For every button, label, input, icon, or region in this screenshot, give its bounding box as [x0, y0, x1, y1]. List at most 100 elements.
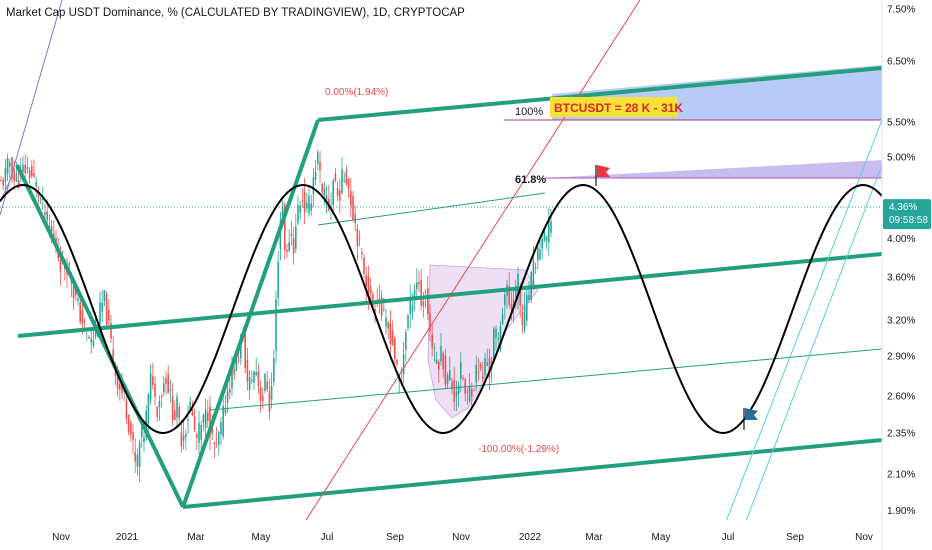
candle-body-90: [198, 423, 200, 443]
candle-body-248: [545, 236, 548, 241]
candle-body-74: [163, 383, 165, 393]
candle-body-139: [306, 202, 308, 209]
candle-body-1: [2, 180, 4, 186]
candle-body-108: [237, 358, 240, 360]
candle-body-11: [24, 164, 26, 174]
candle-body-71: [156, 406, 158, 417]
candle-body-46: [101, 302, 103, 312]
x-tick-7: 2022: [519, 532, 542, 543]
candle-body-237: [521, 312, 524, 325]
candle-body-40: [88, 336, 90, 338]
candle-body-133: [292, 238, 295, 254]
candle-body-21: [46, 211, 48, 221]
candle-body-47: [103, 290, 106, 301]
channel-inner-upper: [317, 192, 546, 226]
candle-body-127: [279, 220, 282, 249]
candle-body-165: [363, 258, 365, 274]
x-tick-12: Nov: [855, 532, 873, 543]
candle-body-177: [389, 323, 392, 344]
target-label-box: [550, 97, 677, 117]
x-tick-2: Mar: [187, 532, 205, 543]
candle-body-185: [407, 315, 409, 328]
candle-body-37: [81, 309, 84, 324]
candle-body-75: [165, 378, 167, 385]
candle-body-199: [438, 361, 440, 370]
candle-body-247: [543, 231, 546, 241]
candle-body-20: [44, 212, 46, 215]
candle-body-205: [451, 381, 453, 389]
candle-body-55: [121, 382, 123, 394]
price-tag-box[interactable]: [883, 199, 931, 230]
candle-body-168: [369, 286, 372, 294]
candle-body-2: [4, 167, 7, 182]
candle-body-183: [402, 354, 405, 375]
candle-body-94: [207, 412, 209, 421]
candle-body-145: [319, 161, 321, 171]
candle-body-244: [537, 247, 539, 261]
candle-body-224: [493, 328, 495, 362]
candle-body-49: [108, 309, 110, 321]
candle-body-83: [182, 435, 185, 441]
x-tick-5: Sep: [386, 532, 404, 543]
candle-body-63: [138, 442, 141, 468]
candle-body-65: [143, 437, 145, 443]
candle-body-6: [13, 169, 15, 181]
x-tick-3: May: [252, 532, 271, 543]
candle-body-80: [176, 396, 178, 418]
candle-body-61: [134, 452, 136, 462]
candles-layer: [0, 149, 552, 482]
candle-body-140: [308, 195, 310, 214]
candle-body-81: [178, 406, 180, 419]
candle-body-38: [83, 320, 86, 322]
candle-body-176: [387, 322, 389, 329]
candle-body-103: [226, 391, 229, 403]
candle-body-191: [420, 280, 422, 307]
candle-body-27: [59, 259, 62, 272]
candle-body-18: [39, 197, 42, 200]
candle-body-212: [466, 391, 469, 393]
x-tick-9: May: [652, 532, 671, 543]
candle-body-229: [504, 294, 506, 306]
candle-body-76: [167, 374, 169, 394]
candle-body-95: [209, 406, 211, 437]
candle-body-13: [28, 170, 31, 179]
candle-body-64: [141, 426, 143, 437]
candle-body-144: [317, 152, 319, 165]
candle-body-68: [149, 373, 152, 400]
candle-body-112: [246, 359, 249, 382]
fib-618-zone: [545, 160, 882, 178]
candle-body-57: [125, 400, 128, 419]
candle-body-88: [193, 415, 196, 430]
candle-body-208: [457, 385, 460, 394]
candle-body-119: [262, 395, 264, 402]
candle-body-50: [110, 322, 112, 339]
candle-body-227: [499, 326, 502, 350]
candle-body-153: [336, 188, 339, 196]
candle-body-148: [325, 195, 328, 201]
candle-body-99: [218, 432, 220, 445]
candle-body-130: [286, 249, 288, 252]
candle-body-151: [332, 180, 334, 206]
y-tick-1: 6.50%: [887, 57, 915, 68]
candle-body-23: [50, 226, 53, 233]
candle-body-91: [200, 424, 202, 440]
candle-body-194: [427, 288, 429, 314]
candle-body-16: [35, 181, 37, 186]
candle-body-100: [220, 422, 222, 435]
target-label: BTCUSDT = 28 K - 31K: [554, 101, 683, 115]
candle-body-22: [48, 225, 51, 229]
candle-body-8: [17, 180, 20, 189]
candle-body-60: [132, 432, 134, 440]
candle-body-116: [255, 372, 257, 376]
candle-body-188: [413, 290, 416, 300]
candle-body-142: [312, 177, 315, 195]
candle-body-14: [31, 166, 33, 176]
candle-body-190: [418, 282, 420, 285]
candle-body-203: [446, 375, 449, 384]
candle-body-15: [33, 172, 35, 178]
candle-body-36: [79, 302, 81, 323]
x-tick-1: 2021: [116, 532, 139, 543]
candle-body-234: [515, 286, 517, 298]
